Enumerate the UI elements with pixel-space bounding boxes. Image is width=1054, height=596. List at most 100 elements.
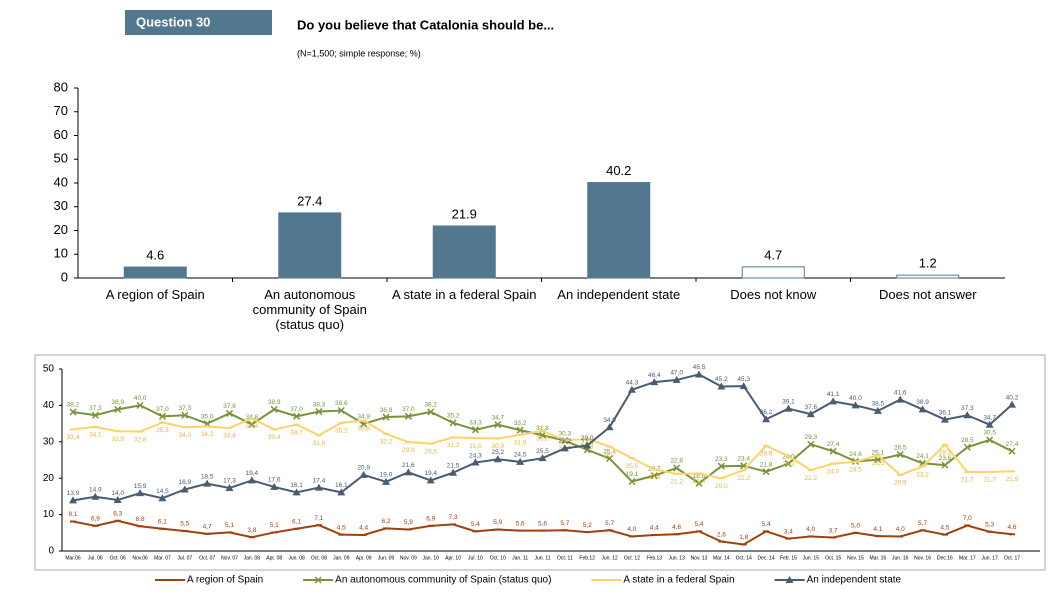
point-marker — [427, 408, 435, 416]
point-value-label: 4,5 — [940, 524, 949, 531]
point-value-label: 37,0 — [290, 406, 303, 413]
legend-label: A region of Spain — [187, 575, 263, 586]
point-value-label: 14,5 — [156, 488, 169, 495]
point-value-label: 30,5 — [983, 430, 996, 437]
point-marker — [1008, 447, 1016, 455]
point-value-label: 5,4 — [471, 521, 480, 528]
point-marker — [762, 415, 771, 423]
x-tick-label: Apr. 10 — [445, 555, 461, 561]
point-marker — [896, 451, 904, 459]
point-value-label: 29,5 — [424, 448, 437, 455]
point-value-label: 21,2 — [670, 479, 683, 486]
point-marker — [762, 468, 770, 476]
point-value-label: 6,2 — [381, 518, 390, 525]
y-tick-label: 30 — [43, 436, 55, 447]
point-value-label: 21,3 — [693, 478, 706, 485]
x-tick-label: Nov. 13 — [691, 555, 708, 561]
x-tick-label: Feb.13 — [646, 555, 662, 561]
point-value-label: 16,9 — [178, 479, 191, 486]
point-value-label: 3,7 — [829, 527, 838, 534]
point-marker — [136, 489, 145, 497]
x-tick-label: Oct. 11 — [557, 555, 573, 561]
point-marker — [695, 370, 703, 378]
x-tick-label: Oct. 12 — [624, 555, 640, 561]
point-marker — [426, 476, 435, 484]
point-value-label: 30,3 — [559, 430, 572, 437]
y-tick-label: 40 — [43, 400, 55, 411]
point-value-label: 35,8 — [357, 425, 370, 432]
point-value-label: 19,4 — [246, 470, 259, 477]
point-marker — [516, 426, 524, 434]
point-marker — [114, 405, 122, 413]
x-tick-label: Oct. 07 — [199, 555, 215, 561]
point-value-label: 37,8 — [223, 403, 236, 410]
point-marker — [538, 454, 547, 462]
point-value-label: 2,6 — [717, 531, 726, 538]
point-value-label: 27,4 — [827, 441, 840, 448]
point-value-label: 28,7 — [603, 451, 616, 458]
y-tick-label: 0 — [48, 546, 54, 557]
x-tick-label: Jul. 06 — [88, 555, 103, 561]
point-marker — [359, 470, 368, 478]
x-tick-label: Jun. 12 — [601, 555, 618, 561]
point-marker — [583, 441, 592, 449]
point-value-label: 40,0 — [134, 395, 147, 402]
bar-value-label: 4.6 — [146, 248, 164, 263]
point-marker — [181, 411, 189, 419]
point-value-label: 17,4 — [313, 477, 326, 484]
point-value-label: 5,6 — [538, 520, 547, 527]
bar-value-label: 21.9 — [452, 206, 477, 221]
point-marker — [91, 492, 100, 500]
y-tick-label: 20 — [54, 222, 68, 237]
point-value-label: 5,7 — [605, 520, 614, 527]
point-value-label: 17,3 — [223, 478, 236, 485]
point-marker — [672, 375, 681, 383]
point-value-label: 33,4 — [67, 434, 80, 441]
point-marker — [449, 468, 458, 476]
point-marker — [717, 382, 726, 390]
point-marker — [717, 462, 725, 470]
bar-value-label: 4.7 — [764, 247, 782, 262]
point-marker — [784, 404, 793, 412]
x-tick-label: Mar. 16 — [870, 555, 887, 561]
point-value-label: 4,5 — [337, 524, 346, 531]
x-tick-label: Oct. 17 — [1004, 555, 1020, 561]
point-marker — [807, 440, 815, 448]
point-value-label: 48,5 — [693, 364, 706, 371]
point-value-label: 31,8 — [313, 440, 326, 447]
point-marker — [136, 401, 144, 409]
point-value-label: 45,2 — [715, 376, 728, 383]
point-value-label: 37,3 — [961, 405, 974, 412]
point-value-label: 20,0 — [715, 483, 728, 490]
x-tick-label: Apr. 08 — [266, 555, 282, 561]
point-value-label: 4,6 — [1007, 524, 1016, 531]
point-value-label: 34,2 — [201, 431, 214, 438]
point-value-label: 5,0 — [851, 523, 860, 530]
point-value-label: 5,3 — [985, 521, 994, 528]
point-marker — [560, 444, 569, 452]
point-value-label: 6,1 — [292, 519, 301, 526]
point-value-label: 38,9 — [111, 399, 124, 406]
point-value-label: 35,2 — [335, 428, 348, 435]
bar — [741, 266, 805, 279]
point-value-label: 36,8 — [380, 407, 393, 414]
legend-label: An independent state — [807, 575, 902, 586]
point-value-label: 44,3 — [626, 379, 639, 386]
x-tick-label: Jun. 17 — [981, 555, 998, 561]
point-value-label: 4,4 — [650, 525, 659, 532]
point-value-label: 31,8 — [536, 425, 549, 432]
point-value-label: 32,9 — [111, 436, 124, 443]
point-marker — [404, 468, 413, 476]
x-tick-label: Jan. 10 — [423, 555, 440, 561]
x-tick-label: Jun. 11 — [534, 555, 550, 561]
point-value-label: 24,1 — [916, 453, 929, 460]
bar-value-label: 27.4 — [297, 193, 322, 208]
x-tick-label: Oct. 10 — [490, 555, 506, 561]
x-tick-label: Oct. 08 — [311, 555, 327, 561]
x-tick-label: Feb.12 — [579, 555, 595, 561]
x-tick-label: Dec. 14 — [757, 555, 774, 561]
point-value-label: 21,7 — [961, 477, 974, 484]
point-value-label: 25,2 — [491, 449, 504, 456]
point-value-label: 38,9 — [268, 399, 281, 406]
x-tick-label: Mar. 14 — [713, 555, 730, 561]
